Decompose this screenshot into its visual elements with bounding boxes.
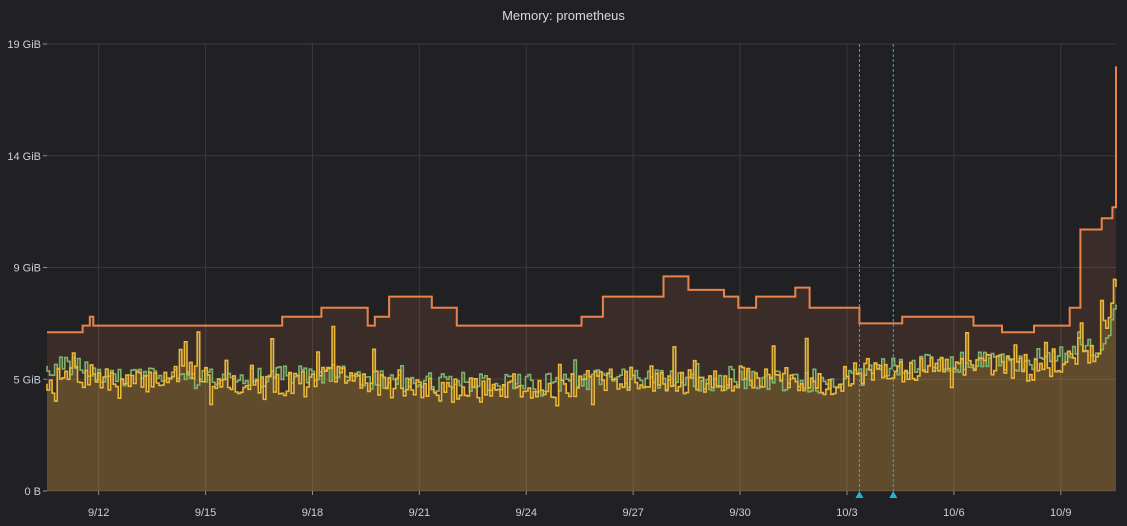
panel-title[interactable]: Memory: prometheus <box>502 8 625 23</box>
grid-lines <box>47 43 1116 492</box>
y-tick-label: 0 B <box>24 486 41 498</box>
x-tick-label: 10/3 <box>836 507 857 519</box>
series-fills <box>47 66 1116 492</box>
x-tick-label: 10/9 <box>1050 507 1071 519</box>
annotation-markers[interactable] <box>855 44 898 498</box>
x-tick-label: 9/12 <box>88 507 109 519</box>
x-tick-label: 9/15 <box>195 507 216 519</box>
x-tick-label: 9/30 <box>729 507 750 519</box>
series-lines <box>46 66 1117 407</box>
x-tick-label: 9/21 <box>409 507 430 519</box>
y-tick-label: 9 GiB <box>13 263 41 275</box>
x-tick-label: 9/24 <box>516 507 537 519</box>
series-line-max <box>47 66 1117 334</box>
y-tick-label: 5 GiB <box>13 374 41 386</box>
x-tick-label: 9/27 <box>622 507 643 519</box>
x-tick-label: 10/6 <box>943 507 964 519</box>
x-axis: 9/12 9/15 9/18 9/21 9/24 9/27 9/30 10/3 10/6 10/9 <box>88 491 1071 519</box>
y-axis: 0 B 5 GiB 9 GiB 14 GiB 19 GiB <box>7 39 47 498</box>
y-tick-label: 19 GiB <box>7 39 41 51</box>
x-tick-label: 9/18 <box>302 507 323 519</box>
series-line-a <box>46 278 1117 407</box>
annotation-marker-icon <box>889 491 898 498</box>
annotation-marker-icon <box>855 491 864 498</box>
y-tick-label: 14 GiB <box>7 151 41 163</box>
